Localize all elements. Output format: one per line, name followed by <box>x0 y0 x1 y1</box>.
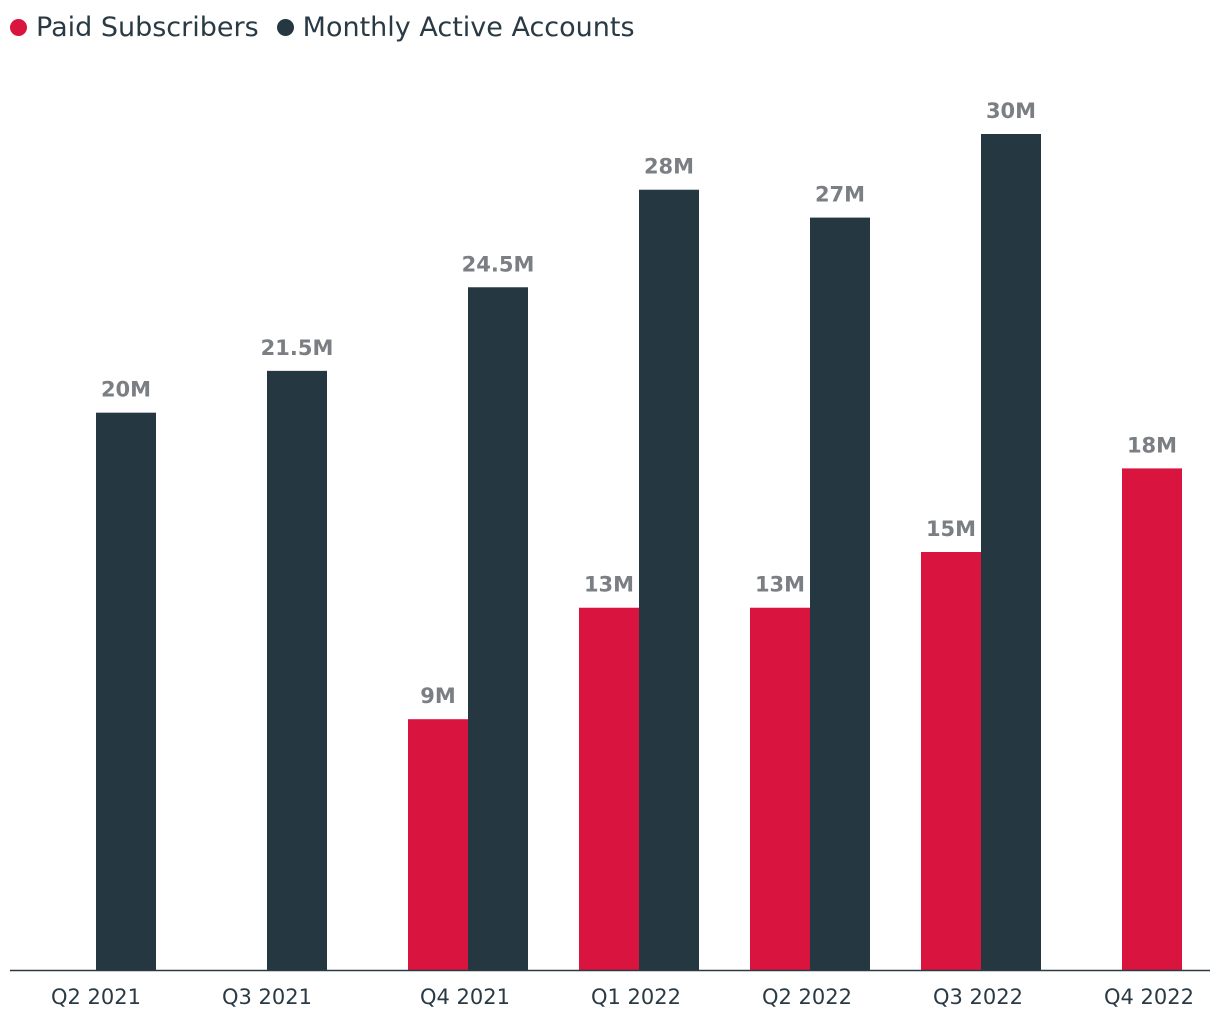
legend-label-mau: Monthly Active Accounts <box>302 12 635 43</box>
data-label-paid-5: 15M <box>926 517 976 541</box>
legend-item-paid-subscribers: Paid Subscribers <box>10 12 259 43</box>
x-tick-label-0: Q2 2021 <box>51 985 141 1009</box>
legend-item-monthly-active-accounts: Monthly Active Accounts <box>276 12 635 43</box>
x-tick-label-2: Q4 2021 <box>420 985 510 1009</box>
bar-paid-subscribers-3 <box>579 607 639 970</box>
bar-paid-subscribers-2 <box>408 719 468 970</box>
data-label-paid-6: 18M <box>1127 433 1177 457</box>
data-label-paid-3: 13M <box>584 573 634 597</box>
bar-monthly-active-accounts-0 <box>96 412 156 971</box>
data-label-mau-1: 21.5M <box>261 336 334 360</box>
data-label-mau-4: 27M <box>815 183 865 207</box>
data-label-paid-2: 9M <box>420 684 456 708</box>
data-label-paid-4: 13M <box>755 573 805 597</box>
bar-monthly-active-accounts-2 <box>468 287 528 970</box>
data-label-mau-5: 30M <box>986 99 1036 123</box>
data-label-mau-0: 20M <box>101 378 151 402</box>
chart-legend: Paid Subscribers Monthly Active Accounts <box>10 12 635 43</box>
legend-swatch-mau <box>276 19 294 36</box>
x-tick-label-4: Q2 2022 <box>762 985 852 1009</box>
bar-monthly-active-accounts-5 <box>981 134 1041 970</box>
bar-paid-subscribers-6 <box>1122 468 1182 970</box>
bar-paid-subscribers-5 <box>921 552 981 970</box>
x-tick-label-5: Q3 2022 <box>933 985 1023 1009</box>
legend-label-paid: Paid Subscribers <box>36 12 259 43</box>
data-label-mau-2: 24.5M <box>462 252 535 276</box>
bar-monthly-active-accounts-4 <box>810 217 870 971</box>
data-label-mau-3: 28M <box>644 155 694 179</box>
x-tick-label-3: Q1 2022 <box>591 985 681 1009</box>
legend-swatch-paid <box>10 19 27 36</box>
bar-paid-subscribers-4 <box>750 607 810 970</box>
bar-monthly-active-accounts-3 <box>639 189 699 970</box>
bar-monthly-active-accounts-1 <box>267 370 327 970</box>
x-tick-label-6: Q4 2022 <box>1104 985 1194 1009</box>
x-tick-label-1: Q3 2021 <box>222 985 312 1009</box>
